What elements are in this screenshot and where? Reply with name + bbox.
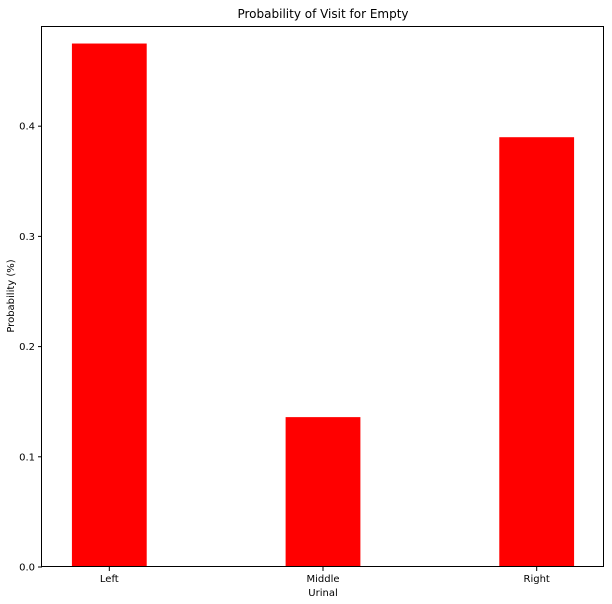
y-tick-label: 0.2 <box>19 342 35 353</box>
y-tick-label: 0.0 <box>19 563 35 574</box>
bar-group <box>71 43 575 567</box>
y-tick-label: 0.3 <box>19 232 35 243</box>
chart-title: Probability of Visit for Empty <box>237 7 408 21</box>
y-axis-ticks: 0.0 0.1 0.2 0.3 0.4 <box>19 122 42 574</box>
y-tick-label: 0.1 <box>19 452 35 463</box>
bar-left <box>71 43 147 567</box>
x-axis-label: Urinal <box>308 588 337 599</box>
bar-middle <box>285 417 361 567</box>
x-tick-label: Middle <box>306 574 339 585</box>
x-axis-ticks: Left Middle Right <box>100 567 550 585</box>
x-tick-label: Right <box>524 574 550 585</box>
y-tick-label: 0.4 <box>19 122 35 133</box>
plot-frame <box>41 26 604 567</box>
x-tick-label: Left <box>100 574 119 585</box>
y-axis-label: Probability (%) <box>6 259 17 332</box>
bar-right <box>499 137 575 567</box>
